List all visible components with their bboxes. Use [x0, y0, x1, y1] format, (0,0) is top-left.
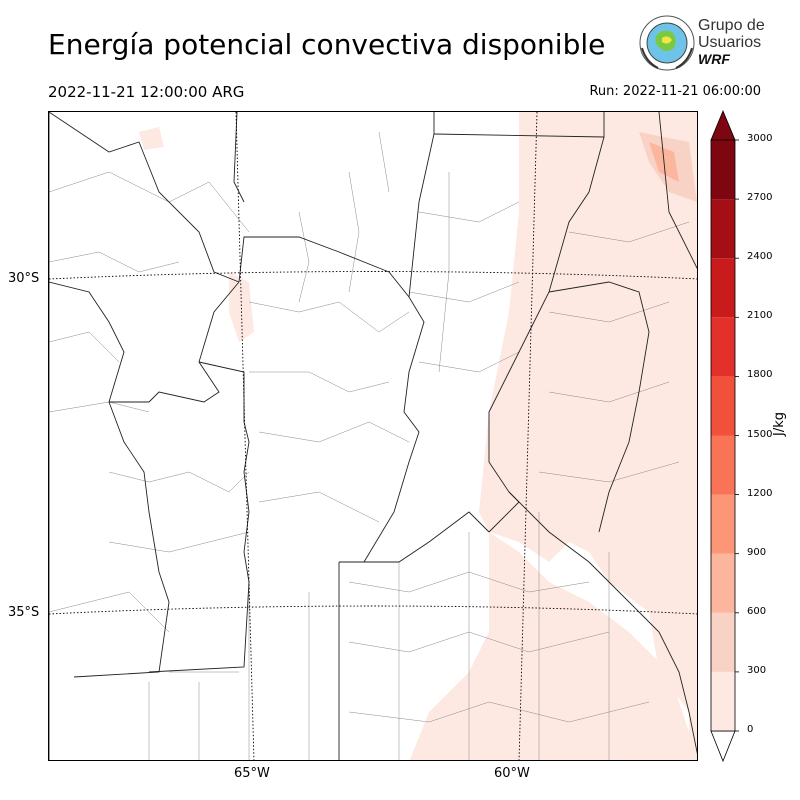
cape-shading: [139, 112, 697, 760]
lat-label-30s: 30°S: [8, 271, 40, 286]
colorbar-tick-label: 3000: [747, 133, 773, 144]
colorbar-band-6: [711, 317, 735, 377]
colorbar-band-7: [711, 258, 735, 318]
colorbar-tick-label: 1200: [747, 487, 773, 499]
colorbar-band-8: [711, 199, 735, 259]
map-panel: [48, 111, 698, 761]
lat-label-35s: 35°S: [8, 605, 40, 620]
colorbar-tick-label: 1800: [747, 369, 773, 381]
graticule: [49, 112, 697, 760]
colorbar-extend-min: [710, 730, 736, 763]
colorbar-band-4: [711, 435, 735, 495]
province-boundaries: [49, 112, 697, 760]
colorbar-tick-label: 300: [747, 664, 767, 676]
colorbar: [710, 109, 739, 763]
run-time: Run: 2022-11-21 06:00:00: [589, 84, 761, 99]
wrf-logo: Grupo de Usuarios WRF: [638, 14, 768, 74]
colorbar-unit: J/kg: [772, 412, 787, 436]
logo-line1: Grupo de: [698, 17, 765, 34]
map-canvas: [49, 112, 697, 760]
colorbar-band-5: [711, 376, 735, 436]
colorbar-band-2: [711, 553, 735, 613]
logo-line3: WRF: [698, 51, 730, 67]
logo-line2: Usuarios: [698, 34, 762, 51]
colorbar-band-9: [711, 140, 735, 200]
colorbar-tick-label: 2700: [747, 192, 773, 204]
colorbar-band-3: [711, 494, 735, 554]
colorbar-band-1: [711, 612, 735, 672]
colorbar-extend-max: [710, 109, 736, 141]
department-boundaries: [49, 131, 690, 760]
colorbar-tick-label: 900: [747, 546, 767, 558]
colorbar-tick-label: 2100: [747, 310, 773, 322]
lon-label-60w: 60°W: [494, 766, 530, 781]
valid-time: 2022-11-21 12:00:00 ARG: [48, 83, 245, 101]
lon-label-65w: 65°W: [234, 766, 270, 781]
colorbar-tick-label: 2400: [747, 251, 773, 263]
colorbar-tick-label: 600: [747, 605, 767, 617]
globe-icon: [639, 15, 695, 71]
colorbar-tick-label: 1500: [747, 428, 773, 440]
colorbar-tick-label: 0: [747, 724, 754, 735]
colorbar-band-0: [711, 671, 735, 731]
map-title: Energía potencial convectiva disponible: [48, 28, 606, 61]
